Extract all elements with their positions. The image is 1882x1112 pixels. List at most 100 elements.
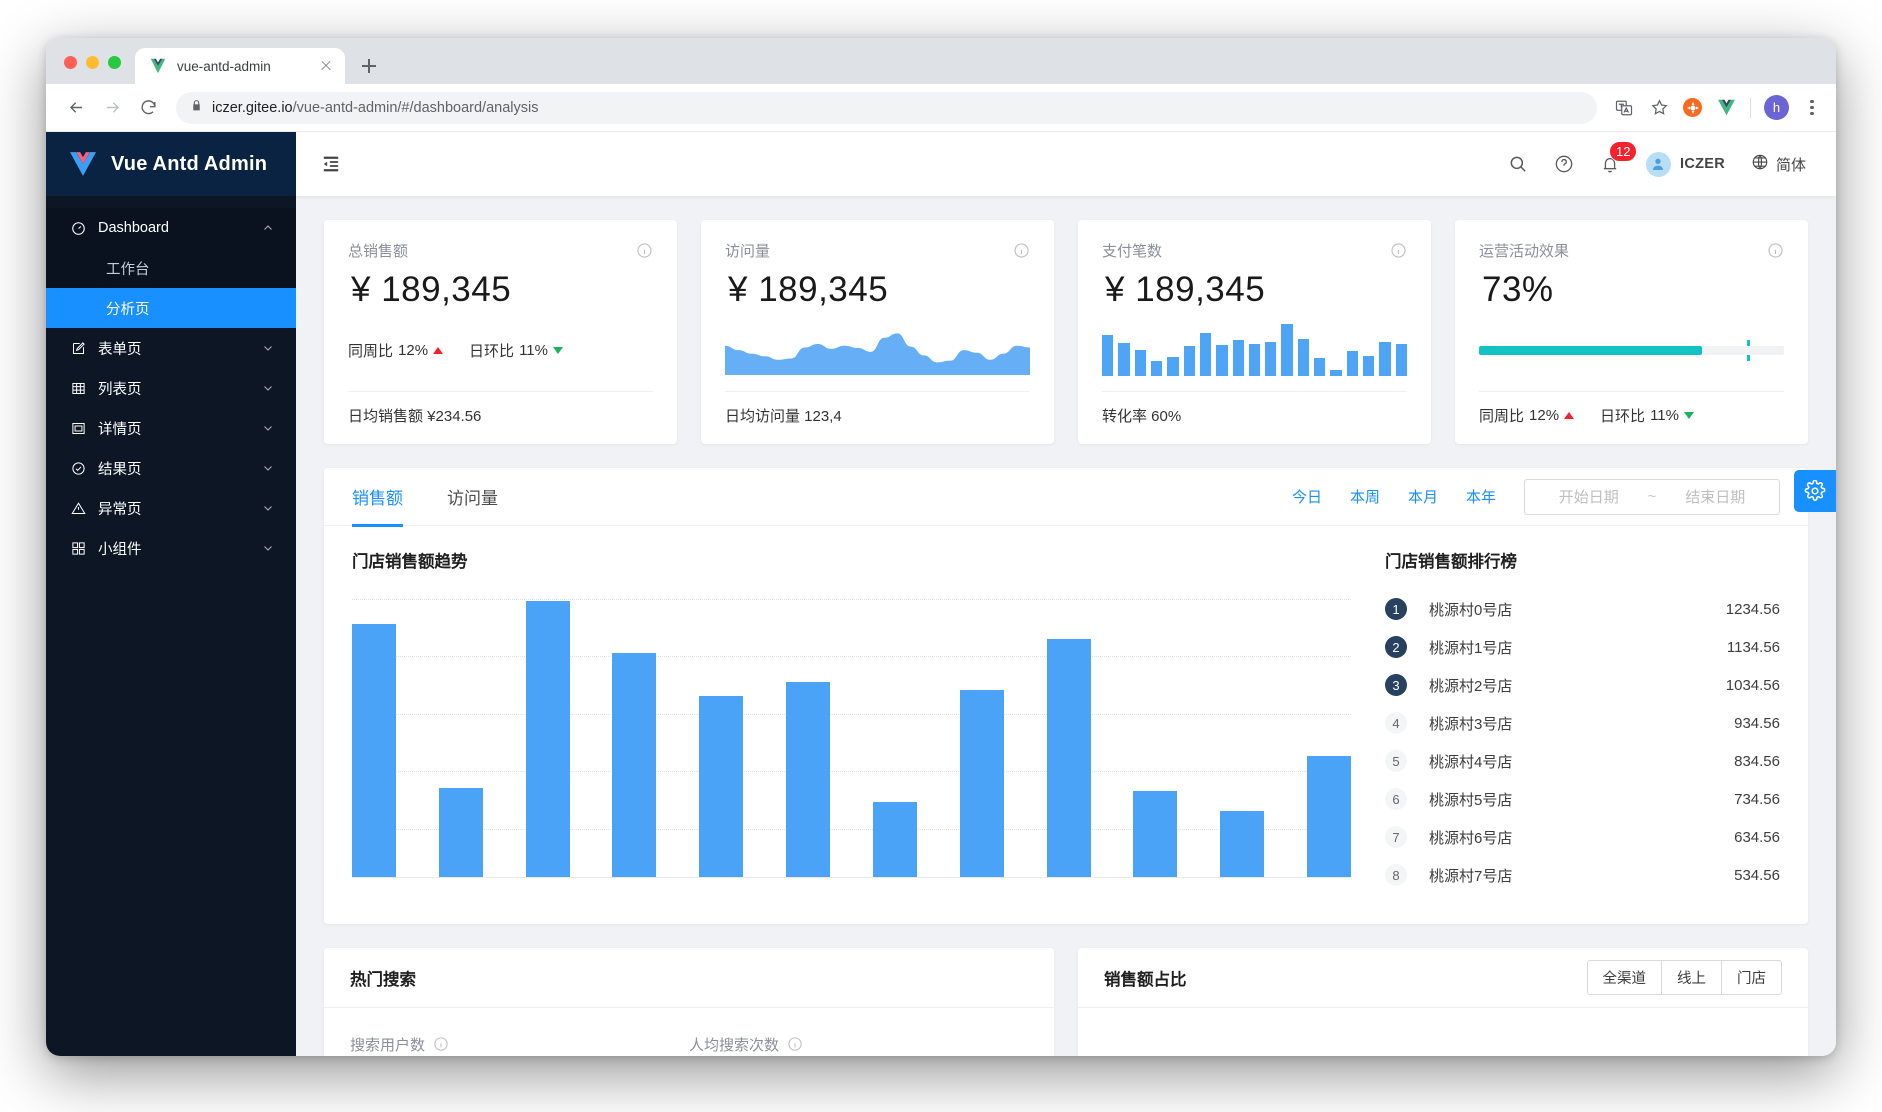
sidebar-item-widgets[interactable]: 小组件 <box>46 528 296 568</box>
ranking-row[interactable]: 1 桃源村0号店 1234.56 <box>1385 590 1780 628</box>
chart-bar[interactable] <box>1306 756 1351 877</box>
date-end-input[interactable]: 结束日期 <box>1685 489 1746 506</box>
channel-segmented-control: 全渠道 线上 门店 <box>1586 960 1782 995</box>
minimize-window-button[interactable] <box>86 56 99 69</box>
trend-day: 日环比 11% <box>1600 405 1694 426</box>
reload-button[interactable] <box>132 92 164 124</box>
trend-day-label: 日环比 <box>469 342 515 360</box>
sparkline-bar <box>1346 351 1358 376</box>
info-icon[interactable] <box>1767 242 1784 259</box>
ranking-row[interactable]: 3 桃源村2号店 1034.56 <box>1385 666 1780 704</box>
toolbar-divider <box>1750 97 1751 118</box>
sidebar-item-workbench[interactable]: 工作台 <box>46 248 296 288</box>
maximize-window-button[interactable] <box>108 56 121 69</box>
page-scroll-region[interactable]: 总销售额 ¥ 189,345 同周比 12% <box>296 196 1836 1056</box>
segment-store[interactable]: 门店 <box>1737 971 1766 987</box>
chart-bar[interactable] <box>525 601 570 877</box>
metric-label: 人均搜索次数 <box>689 1034 1028 1055</box>
chart-bar[interactable] <box>699 696 744 877</box>
segment-all-channels[interactable]: 全渠道 <box>1588 961 1662 994</box>
ranking-row[interactable]: 4 桃源村3号店 934.56 <box>1385 704 1780 742</box>
chart-bar[interactable] <box>1220 811 1265 877</box>
chart-bar[interactable] <box>786 681 831 877</box>
menu-fold-icon[interactable] <box>320 153 342 175</box>
appstore-icon <box>70 540 86 556</box>
new-tab-button[interactable] <box>355 52 383 80</box>
header-actions: 12 ICZER 简体 <box>1508 141 1806 177</box>
info-icon[interactable] <box>787 1036 804 1053</box>
date-range-picker[interactable]: 开始日期 ~ 结束日期 <box>1524 478 1780 515</box>
sidebar-item-result[interactable]: 结果页 <box>46 448 296 488</box>
stat-card-visual <box>1102 322 1407 378</box>
sidebar-item-detail[interactable]: 详情页 <box>46 408 296 448</box>
stat-card-title: 总销售额 <box>348 243 409 260</box>
quick-range-today[interactable]: 今日 <box>1291 489 1322 506</box>
profile-avatar[interactable]: h <box>1764 95 1789 120</box>
ranking-row[interactable]: 8 桃源村7号店 534.56 <box>1385 856 1780 894</box>
translate-icon[interactable] <box>1613 97 1635 119</box>
sidebar-item-dashboard[interactable]: Dashboard <box>46 208 296 248</box>
chart-bar[interactable] <box>872 802 917 877</box>
extension-vue-icon[interactable] <box>1715 97 1737 119</box>
segment-online[interactable]: 线上 <box>1662 961 1722 994</box>
ranking-row[interactable]: 2 桃源村1号店 1134.56 <box>1385 628 1780 666</box>
sparkline-bar <box>1265 341 1277 376</box>
chart-bar[interactable] <box>612 653 657 877</box>
quick-range-year[interactable]: 本年 <box>1465 489 1496 506</box>
info-icon[interactable] <box>1013 242 1030 259</box>
sparkline-bar <box>1199 333 1212 376</box>
chart-bars <box>352 590 1351 878</box>
address-bar[interactable]: iczer.gitee.io/vue-antd-admin/#/dashboar… <box>176 91 1597 124</box>
help-icon[interactable] <box>1554 154 1574 174</box>
sparkline-bar <box>1330 369 1342 376</box>
language-switcher[interactable]: 简体 <box>1751 153 1806 175</box>
bookmark-star-icon[interactable] <box>1648 97 1670 119</box>
rank-store-name: 桃源村4号店 <box>1429 753 1513 771</box>
stat-card-value: ¥ 189,345 <box>728 270 889 309</box>
chart-bar[interactable] <box>438 788 483 877</box>
info-icon[interactable] <box>636 242 653 259</box>
sidebar-item-form[interactable]: 表单页 <box>46 328 296 368</box>
close-icon[interactable] <box>317 57 335 75</box>
chevron-down-icon <box>262 462 274 474</box>
notifications-bell-icon[interactable]: 12 <box>1600 141 1638 174</box>
chart-bar[interactable] <box>959 690 1004 877</box>
sidebar-item-label: 详情页 <box>98 421 142 438</box>
sidebar-item-exception[interactable]: 异常页 <box>46 488 296 528</box>
rank-store-name: 桃源村6号店 <box>1429 829 1513 847</box>
forward-button[interactable] <box>96 92 128 124</box>
user-menu[interactable]: ICZER <box>1645 151 1725 177</box>
ranking-row[interactable]: 5 桃源村4号店 834.56 <box>1385 742 1780 780</box>
url-path: /vue-antd-admin/#/dashboard/analysis <box>292 99 539 116</box>
close-window-button[interactable] <box>64 56 77 69</box>
browser-tab[interactable]: vue-antd-admin <box>135 48 345 84</box>
chart-bar[interactable] <box>1046 638 1091 877</box>
toolbar-icons: h <box>1601 95 1822 120</box>
sidebar-item-list[interactable]: 列表页 <box>46 368 296 408</box>
trend-day: 日环比 11% <box>469 340 563 361</box>
browser-menu-icon[interactable] <box>1802 99 1822 116</box>
ranking-row[interactable]: 7 桃源村6号店 634.56 <box>1385 818 1780 856</box>
analysis-filters: 今日 本周 本月 本年 开始日期 ~ 结束日期 <box>1291 478 1780 515</box>
tab-visits[interactable]: 访问量 <box>447 489 498 508</box>
search-icon[interactable] <box>1508 154 1528 174</box>
extension-orange-icon[interactable] <box>1683 98 1702 117</box>
quick-range-week[interactable]: 本周 <box>1349 489 1380 506</box>
date-start-input[interactable]: 开始日期 <box>1558 489 1619 506</box>
sidebar-item-analysis[interactable]: 分析页 <box>46 288 296 328</box>
quick-range-month[interactable]: 本月 <box>1407 489 1438 506</box>
window-controls <box>60 56 135 84</box>
globe-icon <box>1751 153 1769 175</box>
info-icon[interactable] <box>433 1036 450 1053</box>
back-button[interactable] <box>60 92 92 124</box>
tab-sales[interactable]: 销售额 <box>352 468 403 527</box>
chart-bar[interactable] <box>352 624 396 877</box>
ranking-row[interactable]: 6 桃源村5号店 734.56 <box>1385 780 1780 818</box>
metric-label-text: 搜索用户数 <box>350 1037 426 1054</box>
info-icon[interactable] <box>1390 242 1407 259</box>
payments-sparkline-bar-chart <box>1102 324 1407 376</box>
brand-logo-area[interactable]: Vue Antd Admin <box>46 132 296 196</box>
chart-gridline <box>352 829 1351 831</box>
settings-drawer-button[interactable] <box>1794 470 1836 512</box>
chart-bar[interactable] <box>1133 790 1178 877</box>
